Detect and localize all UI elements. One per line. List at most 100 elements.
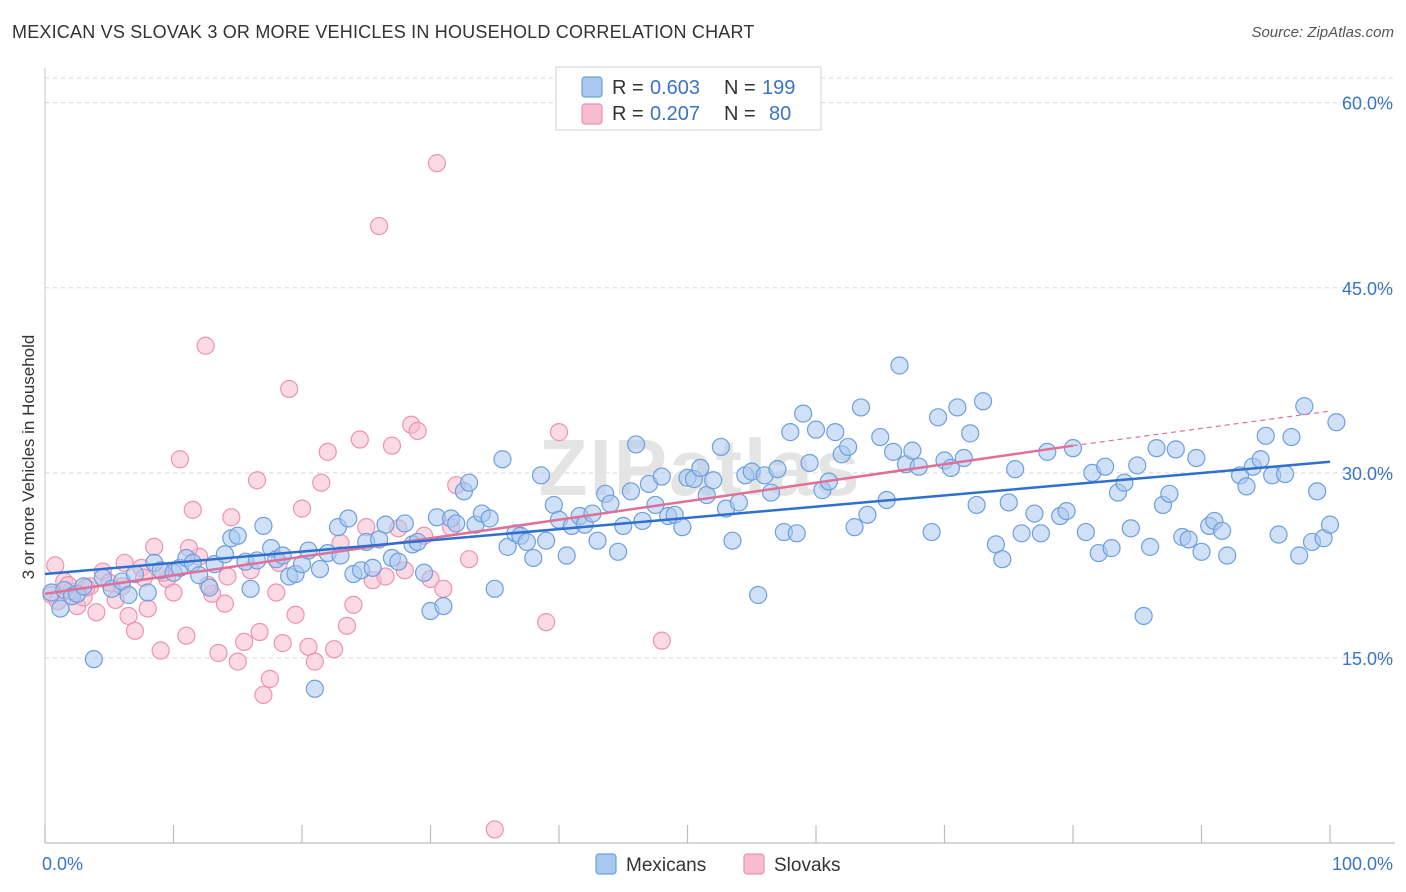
mexicans-point: [1275, 464, 1295, 484]
mexicans-point: [601, 494, 620, 513]
mexicans-point: [922, 522, 941, 542]
mexicans-point: [781, 423, 800, 442]
slovaks-point: [292, 499, 312, 518]
slovaks-point: [183, 500, 202, 519]
slovaks-point: [305, 652, 324, 671]
mexicans-point: [883, 442, 903, 461]
mexicans-point: [339, 509, 358, 528]
slovaks-point: [434, 579, 453, 598]
mexicans-point: [138, 583, 157, 602]
mexicans-point: [51, 599, 70, 618]
mexicans-point: [1147, 439, 1166, 458]
slovaks-point: [222, 508, 241, 527]
trend-lines: [44, 410, 1331, 595]
mexicans-point: [537, 531, 556, 550]
slovaks-point: [280, 379, 299, 399]
mexicans-point: [588, 531, 607, 550]
mexicans-point: [890, 356, 909, 375]
mexicans-point: [1218, 546, 1237, 565]
mexicans-point: [787, 524, 806, 543]
mexicans-point: [517, 532, 536, 552]
bottom-legend-mexicans: Mexicans: [626, 855, 706, 876]
slovaks-point: [382, 436, 402, 455]
mexicans-point: [1320, 515, 1340, 534]
mexicans-point: [200, 578, 219, 597]
slovaks-point: [125, 621, 145, 640]
y-axis-label: 3 or more Vehicles in Household: [19, 335, 38, 580]
mexicans-point: [1192, 542, 1211, 561]
mexicans-point: [498, 537, 517, 556]
slovaks-point: [215, 594, 234, 613]
mexicans-point: [493, 450, 512, 469]
bottom-legend-swatch-slovaks: [743, 853, 765, 875]
slovaks-point: [196, 336, 215, 355]
mexicans-point: [1256, 426, 1275, 445]
mexicans-point: [1251, 450, 1270, 469]
slovaks-point: [209, 643, 228, 663]
legend-box: R = 0.603 N = 199 R = 0.207 N = 80: [555, 66, 822, 131]
legend-r-label-2: R =: [612, 103, 649, 125]
mexicans-trend-line: [44, 460, 1331, 576]
mexicans-point: [1096, 457, 1115, 476]
axes: [44, 68, 1395, 844]
bottom-legend-slovaks: Slovaks: [774, 855, 841, 876]
mexicans-point: [614, 516, 633, 535]
slovaks-point: [549, 423, 569, 442]
slovaks-point: [325, 640, 344, 659]
mexicans-point: [749, 585, 768, 605]
y-tick-labels: 15.0% 30.0% 45.0% 60.0%: [1342, 94, 1393, 669]
mexicans-point: [973, 392, 993, 411]
slovaks-point: [370, 216, 389, 236]
bottom-legend: Mexicans Slovaks: [595, 853, 841, 876]
slovaks-trend-line: [44, 444, 1074, 595]
x-tick-labels: 0.0% 100.0%: [42, 854, 1393, 874]
slovaks-point: [177, 626, 196, 645]
slovaks-point: [260, 669, 279, 688]
mexicans-point: [1121, 519, 1140, 538]
legend-n-label-1: N =: [724, 77, 761, 99]
slovaks-point: [250, 622, 269, 642]
mexicans-point: [414, 563, 434, 582]
mexicans-point: [948, 398, 967, 417]
mexicans-point: [1031, 524, 1050, 543]
mexicans-point: [1115, 473, 1134, 492]
mexicans-point: [254, 516, 273, 535]
mexicans-point: [1295, 397, 1314, 416]
mexicans-point: [711, 437, 731, 457]
mexicans-point: [1237, 477, 1256, 496]
mexicans-point: [839, 437, 858, 457]
slovaks-point: [170, 450, 190, 469]
mexicans-point: [673, 518, 692, 537]
mexicans-point: [704, 471, 723, 490]
slovaks-point: [138, 599, 157, 618]
chart-source: Source: ZipAtlas.com: [1251, 24, 1394, 41]
y-tick-label: 15.0%: [1342, 649, 1393, 669]
mexicans-point: [1290, 546, 1309, 565]
mexicans-point: [1187, 448, 1206, 468]
mexicans-point: [729, 493, 749, 512]
mexicans-point: [1269, 525, 1288, 544]
mexicans-point: [84, 650, 103, 669]
slovaks-point: [427, 154, 447, 173]
slovaks-point: [228, 652, 247, 671]
mexicans-point: [851, 398, 871, 417]
mexicans-point: [999, 493, 1018, 512]
mexicans-point: [800, 453, 819, 473]
slovaks-point: [87, 603, 106, 622]
mexicans-point: [652, 467, 671, 486]
slovaks-point: [235, 632, 254, 651]
mexicans-point: [363, 558, 382, 577]
mexicans-point: [903, 441, 922, 460]
mexicans-point: [395, 514, 414, 533]
mexicans-point: [1282, 427, 1301, 447]
mexicans-point: [1212, 521, 1232, 540]
slovaks-point: [459, 550, 479, 569]
mexicans-point: [1012, 524, 1031, 543]
slovaks-point: [408, 421, 427, 440]
mexicans-point: [691, 458, 710, 478]
mexicans-point: [1102, 539, 1121, 558]
mexicans-point: [858, 505, 877, 524]
slovaks-point: [247, 471, 267, 490]
slovaks-point: [151, 641, 170, 660]
